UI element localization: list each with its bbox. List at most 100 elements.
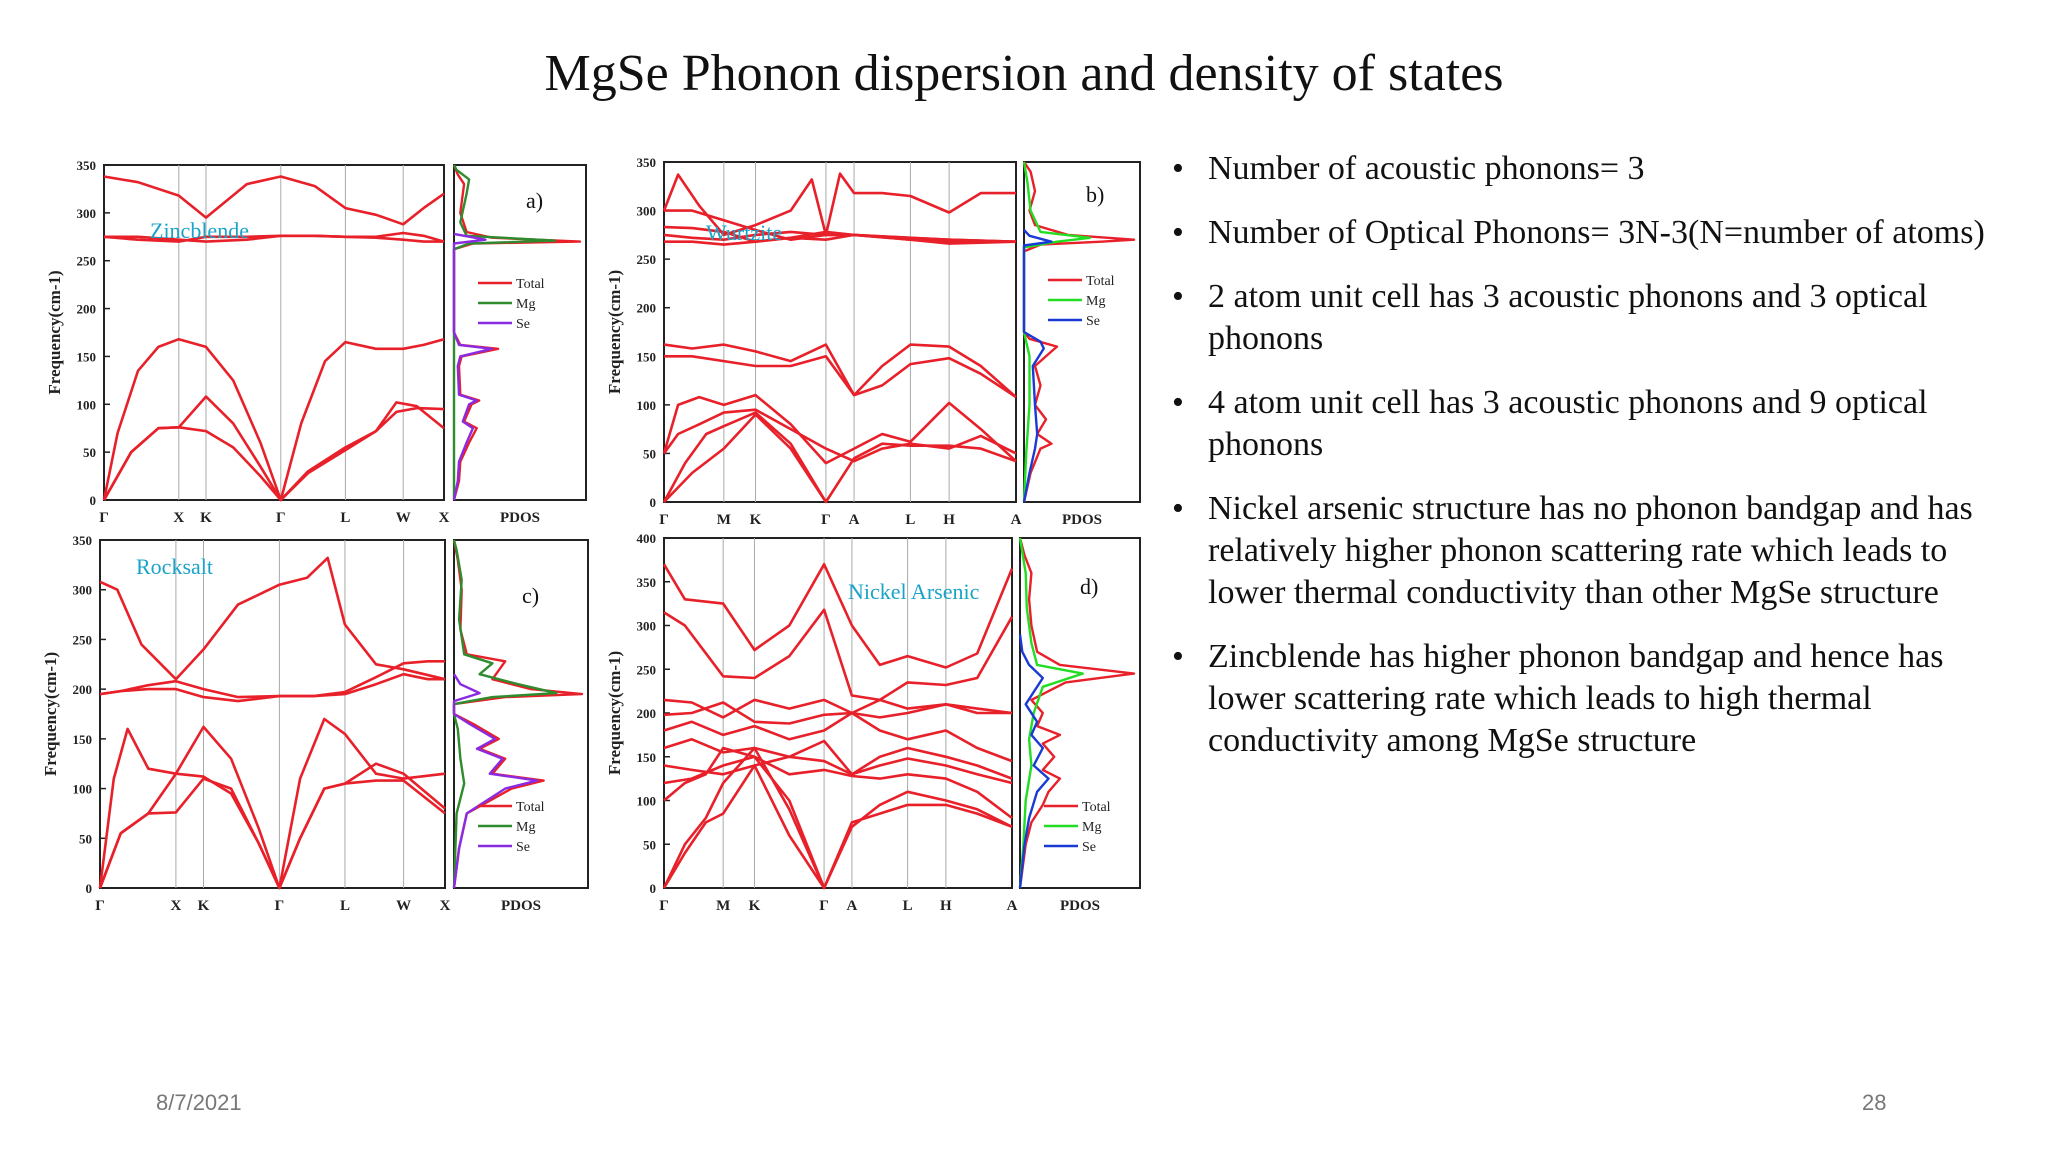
k-point-label: H <box>940 898 952 910</box>
pdos-se-line <box>452 673 539 889</box>
k-point-label: X <box>439 510 450 526</box>
pdos-axis-label: PDOS <box>1062 512 1102 528</box>
slide-title: MgSe Phonon dispersion and density of st… <box>544 45 1504 102</box>
panel-tag: b) <box>1086 182 1104 207</box>
y-tick-label: 0 <box>650 495 657 510</box>
legend-label: Se <box>516 840 530 855</box>
pdos-axis-label: PDOS <box>1060 898 1100 910</box>
y-tick-label: 350 <box>77 158 97 173</box>
pdos-se-line <box>1022 229 1053 503</box>
y-tick-label: 150 <box>77 349 97 364</box>
y-tick-label: 150 <box>637 750 657 765</box>
phonon-branch-line <box>663 608 1014 702</box>
legend-label: Se <box>516 317 530 332</box>
pdos-plot-frame <box>1019 537 1141 889</box>
y-tick-label: 100 <box>77 397 97 412</box>
y-tick-label: 200 <box>73 682 93 697</box>
phonon-branch-line <box>663 755 1013 820</box>
legend-label: Mg <box>516 297 535 312</box>
structure-label: Zincblende <box>150 218 249 243</box>
structure-label: Wurtzite <box>706 220 782 245</box>
phonon-branch-line <box>103 234 444 243</box>
y-tick-label: 200 <box>77 302 97 317</box>
y-tick-label: 0 <box>90 493 97 508</box>
pdos-axis-label: PDOS <box>500 510 540 526</box>
slide-date: 8/7/2021 <box>156 1090 242 1115</box>
phonon-branch-line <box>662 408 1017 463</box>
y-tick-label: 50 <box>643 446 656 461</box>
legend-label: Mg <box>1082 820 1101 835</box>
k-point-label: A <box>849 512 860 528</box>
phonon-branch-line <box>662 393 1017 465</box>
pdos-plot-frame <box>453 539 589 889</box>
panel-tag: d) <box>1080 574 1098 599</box>
k-point-label: Γ <box>95 898 105 910</box>
dispersion-plot-frame <box>99 539 446 889</box>
k-point-label: A <box>1011 512 1022 528</box>
y-tick-label: 300 <box>637 204 657 219</box>
y-tick-label: 150 <box>73 732 93 747</box>
pdos-plot-frame <box>453 164 587 501</box>
y-tick-label: 50 <box>643 837 656 852</box>
phonon-branch-line <box>662 563 1014 669</box>
phonon-branch-line <box>98 717 446 890</box>
y-tick-label: 150 <box>637 349 657 364</box>
legend-label: Total <box>1082 800 1111 815</box>
legend-label: Total <box>1086 274 1115 289</box>
pdos-se-line <box>1018 634 1050 889</box>
k-point-label: L <box>340 510 350 526</box>
pdos-total-line <box>1022 161 1136 503</box>
y-tick-label: 350 <box>637 575 657 590</box>
y-tick-label: 400 <box>637 531 657 546</box>
phonon-branch-line <box>662 764 826 889</box>
phonon-branch-line <box>663 343 1017 399</box>
k-point-label: A <box>846 898 857 910</box>
y-axis-label: Frequency(cm-1) <box>605 651 624 775</box>
legend-label: Total <box>516 800 545 815</box>
phonon-branch-line <box>99 672 445 703</box>
k-point-label: Γ <box>659 512 669 528</box>
y-tick-label: 300 <box>77 206 97 221</box>
k-point-label: X <box>170 898 181 910</box>
k-point-label: X <box>440 898 451 910</box>
phonon-branch-line <box>663 701 1012 725</box>
pdos-total-line <box>452 539 584 889</box>
y-tick-label: 200 <box>637 706 657 721</box>
phonon-branch-line <box>663 755 1013 785</box>
k-point-label: K <box>750 512 762 528</box>
bullet-item: 2 atom unit cell has 3 acoustic phonons … <box>1168 276 1998 360</box>
k-point-label: K <box>749 898 761 910</box>
pdos-mg-line <box>452 164 556 500</box>
pdos-mg-line <box>1018 537 1084 889</box>
phonon-branch-line <box>102 337 445 502</box>
phonon-branch-line <box>664 355 1017 399</box>
k-point-label: Γ <box>275 898 285 910</box>
pdos-total-line <box>1018 537 1136 889</box>
pdos-total-line <box>452 164 582 501</box>
k-point-label: Γ <box>821 512 831 528</box>
pdos-plot-frame <box>1023 161 1141 503</box>
k-point-label: Γ <box>99 510 109 526</box>
k-point-label: X <box>173 510 184 526</box>
phonon-branch-line <box>663 738 1013 780</box>
panel-tag: c) <box>522 583 539 608</box>
y-tick-label: 300 <box>637 619 657 634</box>
structure-label: Rocksalt <box>136 554 213 579</box>
bullet-item: Nickel arsenic structure has no phonon b… <box>1168 488 1998 614</box>
pdos-mg-line <box>1022 161 1092 503</box>
y-tick-label: 100 <box>637 398 657 413</box>
k-point-label: Γ <box>276 510 286 526</box>
k-point-label: K <box>200 510 212 526</box>
k-point-label: W <box>396 510 411 526</box>
phonon-branch-line <box>103 175 445 226</box>
legend-label: Se <box>1086 314 1100 329</box>
k-point-label: Γ <box>819 898 829 910</box>
y-tick-label: 250 <box>637 662 657 677</box>
k-point-label: Γ <box>659 898 669 910</box>
k-point-label: W <box>396 898 411 910</box>
pdos-se-line <box>452 232 493 501</box>
bullet-list: Number of acoustic phonons= 3 Number of … <box>1168 148 1998 784</box>
y-axis-label: Frequency(cm-1) <box>45 270 64 394</box>
y-tick-label: 350 <box>73 533 93 548</box>
